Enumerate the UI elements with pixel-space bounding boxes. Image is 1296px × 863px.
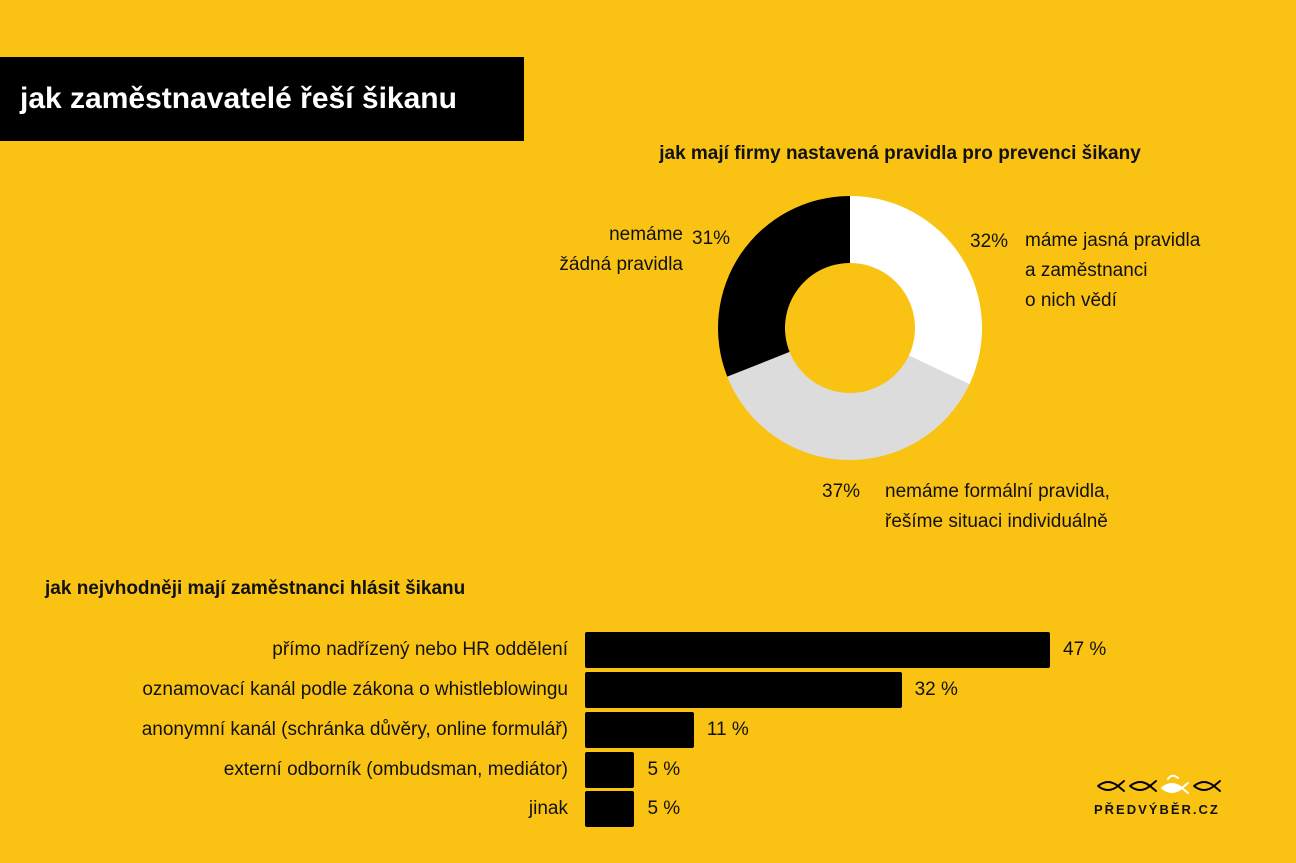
bar-row: externí odborník (ombudsman, mediátor) 5 …: [0, 752, 1296, 788]
donut-label-informal-line2: řešíme situaci individuálně: [885, 511, 1108, 532]
donut-label-clear: máme jasná pravidla a zaměstnanci o nich…: [1025, 226, 1200, 316]
bar-row: oznamovací kanál podle zákona o whistleb…: [0, 672, 1296, 708]
bar-value-label: 5 %: [647, 798, 681, 819]
bar-label: externí odborník (ombudsman, mediátor): [223, 759, 568, 780]
donut-label-clear-line2: a zaměstnanci: [1025, 260, 1148, 281]
donut-pct-informal: 37%: [822, 481, 861, 502]
donut-label-clear-line3: o nich vědí: [1025, 290, 1117, 311]
donut-pct-none: 31%: [692, 228, 731, 249]
donut-pct-clear: 32%: [970, 231, 1009, 252]
page-title-box: jak zaměstnavatelé řeší šikanu: [0, 57, 524, 141]
bar-chart-title: jak nejvhodněji mají zaměstnanci hlásit …: [45, 578, 466, 599]
logo-text: PŘEDVÝBĚR.CZ: [1094, 802, 1220, 817]
bar: [585, 712, 694, 748]
donut-label-informal: nemáme formální pravidla, řešíme situaci…: [885, 477, 1110, 537]
donut-slice-0: [850, 196, 982, 385]
bar: [585, 752, 635, 788]
bar-value-label: 47 %: [1063, 639, 1107, 660]
logo: PŘEDVÝBĚR.CZ: [1094, 774, 1224, 824]
bar-value-label: 11 %: [706, 719, 749, 740]
bar-label: přímo nadřízený nebo HR oddělení: [272, 639, 568, 660]
page-title: jak zaměstnavatelé řeší šikanu: [20, 82, 457, 115]
donut-label-clear-line1: máme jasná pravidla: [1025, 230, 1201, 251]
bar-label: anonymní kanál (schránka důvěry, online …: [141, 719, 568, 740]
donut-label-none-line2: žádná pravidla: [559, 254, 683, 275]
donut-chart: [718, 196, 982, 460]
bar: [585, 791, 635, 827]
donut-chart-title: jak mají firmy nastavená pravidla pro pr…: [659, 143, 1141, 164]
fish-icon: [1097, 774, 1221, 794]
bar-label: oznamovací kanál podle zákona o whistleb…: [142, 679, 568, 700]
bar-row: přímo nadřízený nebo HR oddělení 47 %: [0, 632, 1296, 668]
donut-label-none-line1: nemáme: [609, 224, 683, 245]
bar-value-label: 32 %: [914, 679, 958, 700]
bar-row: anonymní kanál (schránka důvěry, online …: [0, 712, 1296, 748]
donut-slice-1: [727, 351, 970, 460]
donut-slice-2: [718, 196, 850, 377]
bar-value-label: 5 %: [647, 759, 681, 780]
bar: [585, 672, 902, 708]
donut-label-informal-line1: nemáme formální pravidla,: [885, 481, 1110, 502]
donut-label-none: nemáme žádná pravidla: [520, 220, 683, 280]
bar-row: jinak 5 %: [0, 791, 1296, 827]
bar-label: jinak: [528, 798, 568, 819]
bar: [585, 632, 1050, 668]
